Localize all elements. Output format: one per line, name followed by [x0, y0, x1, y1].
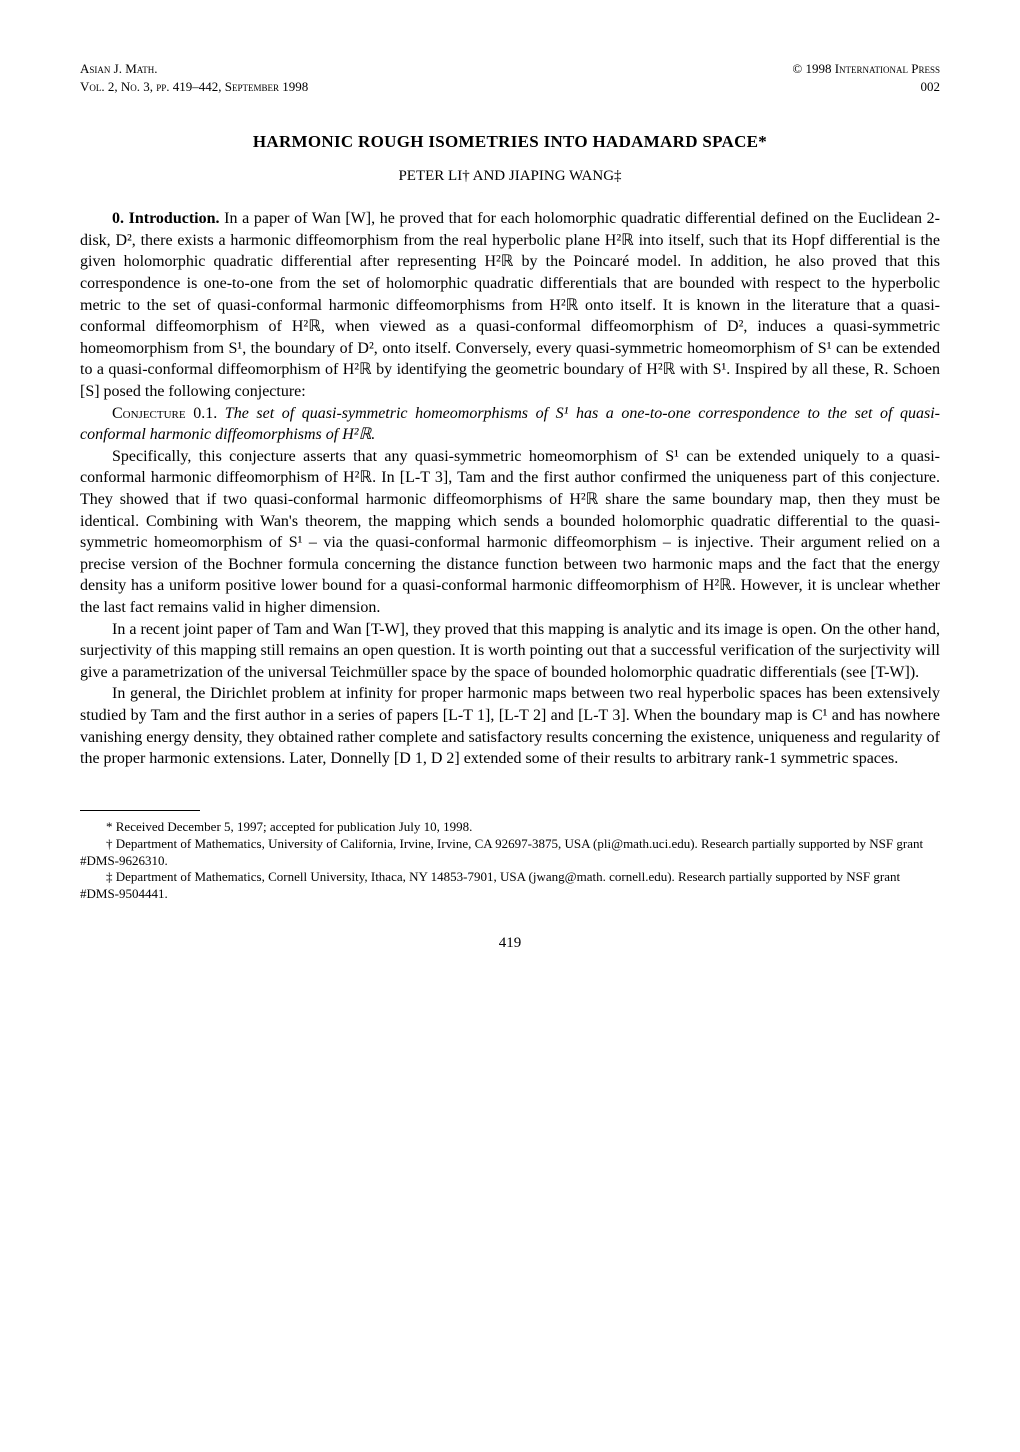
- header-left: Asian J. Math. Vol. 2, No. 3, pp. 419–44…: [80, 60, 308, 95]
- header-right: © 1998 International Press 002: [792, 60, 940, 95]
- code: 002: [792, 78, 940, 96]
- journal-name: Asian J. Math.: [80, 60, 308, 78]
- footnotes: * Received December 5, 1997; accepted fo…: [80, 819, 940, 903]
- intro-paragraph: 0. Introduction. In a paper of Wan [W], …: [80, 208, 940, 402]
- conjecture-label: Conjecture 0.1.: [112, 405, 217, 422]
- issue-info: Vol. 2, No. 3, pp. 419–442, September 19…: [80, 78, 308, 96]
- page-number: 419: [80, 933, 940, 953]
- authors: PETER LI† AND JIAPING WANG‡: [80, 166, 940, 186]
- paragraph-4: In general, the Dirichlet problem at inf…: [80, 683, 940, 769]
- intro-label: 0. Introduction.: [112, 210, 220, 227]
- introduction-section: 0. Introduction. In a paper of Wan [W], …: [80, 208, 940, 769]
- footnote-3: ‡ Department of Mathematics, Cornell Uni…: [80, 869, 940, 903]
- intro-text: In a paper of Wan [W], he proved that fo…: [80, 210, 940, 400]
- copyright: © 1998 International Press: [792, 60, 940, 78]
- page-header: Asian J. Math. Vol. 2, No. 3, pp. 419–44…: [80, 60, 940, 95]
- footnote-2: † Department of Mathematics, University …: [80, 836, 940, 870]
- footnote-rule: [80, 810, 200, 811]
- conjecture: Conjecture 0.1. The set of quasi-symmetr…: [80, 403, 940, 446]
- paragraph-2: Specifically, this conjecture asserts th…: [80, 446, 940, 619]
- paper-title: HARMONIC ROUGH ISOMETRIES INTO HADAMARD …: [80, 131, 940, 154]
- paragraph-3: In a recent joint paper of Tam and Wan […: [80, 619, 940, 684]
- footnote-1: * Received December 5, 1997; accepted fo…: [80, 819, 940, 836]
